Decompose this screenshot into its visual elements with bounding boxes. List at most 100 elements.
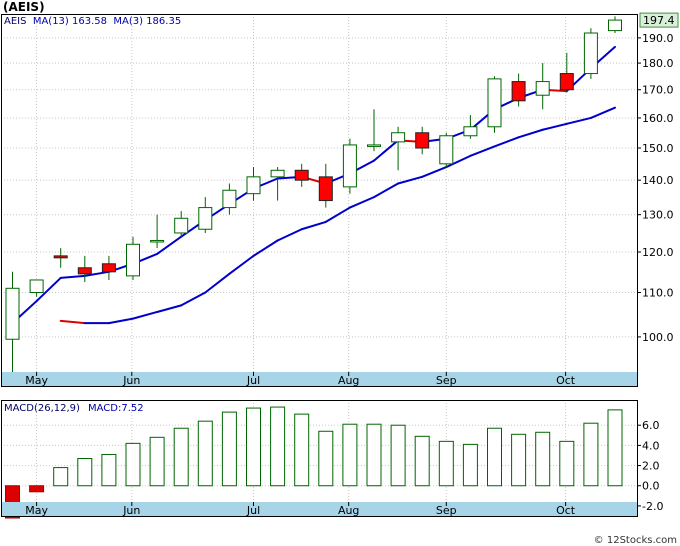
candle-body — [270, 169, 285, 178]
macd-axis-tick-label: 4.0 — [642, 439, 660, 452]
macd-axis-tick-label: 6.0 — [642, 419, 660, 432]
price-axis-tick-label: 110.0 — [642, 287, 674, 300]
last-price-box — [639, 12, 679, 28]
candle-body — [29, 279, 44, 294]
macd-bar — [294, 413, 310, 487]
macd-month-label: Oct — [556, 504, 576, 517]
price-month-label: Sep — [436, 374, 457, 387]
ma13-line-segment — [517, 128, 544, 139]
price-month-label: May — [25, 374, 48, 387]
ma3-line-segment — [83, 270, 110, 277]
macd-bar — [318, 430, 334, 487]
candle-body — [608, 19, 622, 32]
macd-month-label: May — [25, 504, 48, 517]
candle-body — [535, 81, 550, 96]
price-axis-tick-label: 140.0 — [642, 174, 674, 187]
macd-bar — [125, 442, 141, 487]
macd-legend-value: MACD:7.52 — [88, 403, 144, 414]
ma13-line-segment — [565, 116, 592, 125]
chart-title: (AEIS) — [3, 0, 45, 14]
macd-month-label: Jul — [246, 504, 260, 517]
ma3-line-segment — [59, 274, 86, 279]
ma13-line-segment — [180, 291, 207, 307]
candle-body — [439, 135, 454, 165]
ma13-line-segment — [228, 254, 255, 275]
watermark: © 12Stocks.com — [594, 535, 677, 546]
ma3-line-segment — [35, 276, 62, 303]
candle-body — [198, 207, 213, 230]
macd-month-label: Aug — [338, 504, 359, 517]
candle-body — [559, 73, 574, 91]
ma13-line-segment — [589, 106, 616, 119]
candle-body — [246, 176, 261, 195]
price-month-label: Aug — [338, 374, 359, 387]
macd-bar — [149, 436, 165, 487]
candle-body — [294, 169, 309, 181]
price-month-label: Jul — [246, 374, 260, 387]
ma13-line-segment — [156, 304, 183, 313]
price-legend: AEIS MA(13) 163.58 MA(3) 186.35 — [4, 16, 181, 27]
candle-body — [126, 243, 140, 277]
candle-body — [222, 189, 237, 209]
candle-body — [463, 126, 478, 137]
macd-bar — [246, 407, 261, 487]
macd-bar — [390, 424, 406, 487]
macd-axis-tick-label: 2.0 — [642, 460, 660, 473]
macd-axis-tick-label: 0.0 — [642, 480, 660, 493]
macd-bar — [77, 458, 93, 487]
candle-body — [174, 217, 189, 234]
price-axis-tick-label: 170.0 — [642, 84, 674, 97]
ma13-line-segment — [252, 239, 279, 257]
macd-bar — [221, 411, 237, 487]
macd-bar — [607, 409, 623, 487]
ma13-line-segment — [59, 319, 86, 325]
macd-bar — [29, 485, 45, 493]
macd-bar — [270, 406, 286, 487]
macd-bar — [583, 422, 599, 487]
ma13-line-segment — [348, 196, 375, 209]
candle-body — [583, 32, 598, 75]
ma3-line-segment — [156, 235, 183, 255]
ma13-line-segment — [300, 220, 327, 231]
macd-month-label: Sep — [436, 504, 457, 517]
macd-bar — [438, 440, 454, 487]
macd-bar — [366, 423, 382, 487]
price-axis-tick-label: 160.0 — [642, 112, 674, 125]
price-axis-tick-label: 180.0 — [642, 57, 674, 70]
price-axis-tick-label: 190.0 — [642, 32, 674, 45]
macd-bar — [462, 443, 478, 487]
candle-body — [367, 144, 381, 147]
candle-body — [101, 263, 116, 273]
candle-body — [342, 144, 357, 188]
candle-body — [77, 267, 92, 275]
ma13-line-segment — [107, 317, 134, 325]
macd-bar — [559, 440, 575, 487]
macd-bar — [487, 427, 502, 487]
candle-body — [5, 287, 20, 340]
candle-body — [511, 81, 526, 102]
price-axis-tick-label: 100.0 — [642, 331, 674, 344]
macd-bar — [197, 420, 213, 487]
last-price-label: 197.4 — [643, 14, 675, 27]
macd-bar — [511, 433, 527, 487]
price-axis-tick-label: 130.0 — [642, 209, 674, 222]
candle-body — [415, 132, 430, 149]
macd-bar — [53, 467, 69, 487]
macd-bar — [342, 423, 358, 487]
ma13-line-segment — [324, 206, 351, 223]
macd-legend-params: MACD(26,12,9) — [4, 403, 80, 414]
macd-bar — [414, 435, 430, 487]
candle-body — [53, 255, 68, 259]
ma13-line-segment — [469, 145, 496, 157]
ma13-line-segment — [276, 228, 303, 242]
price-month-label: Oct — [556, 374, 576, 387]
ma13-line-segment — [397, 175, 424, 185]
macd-bar — [173, 427, 189, 487]
ma13-line-segment — [204, 272, 231, 294]
candle-body — [391, 132, 406, 143]
price-axis-tick-label: 150.0 — [642, 142, 674, 155]
candle-body — [150, 239, 165, 243]
ma13-line-segment — [421, 166, 448, 178]
macd-panel-frame — [1, 400, 638, 517]
